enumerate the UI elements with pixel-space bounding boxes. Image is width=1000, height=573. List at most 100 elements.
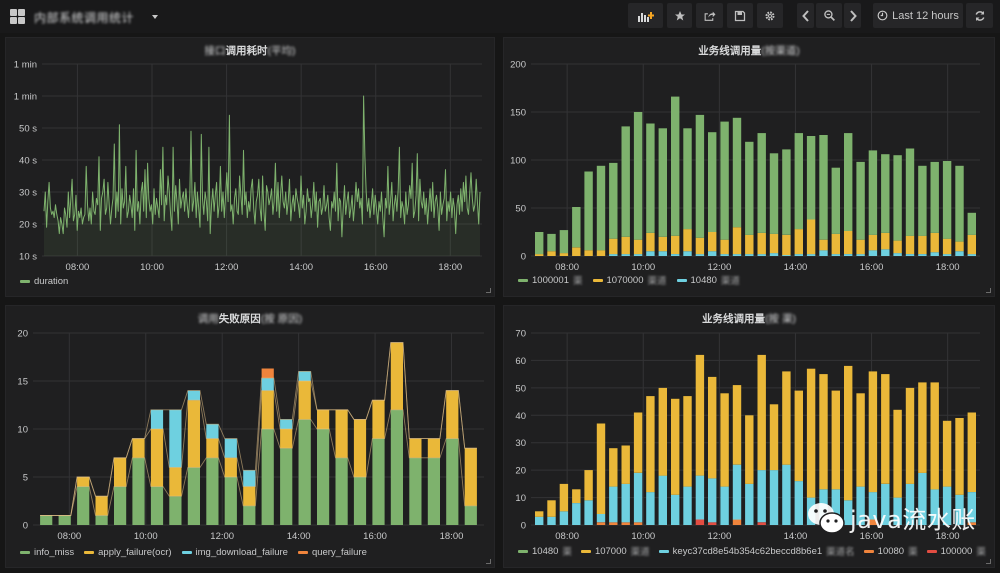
time-back-button[interactable] [797, 3, 814, 28]
legend-swatch [20, 280, 30, 283]
x-tick-label: 14:00 [287, 531, 311, 542]
bar-segment [150, 409, 164, 429]
bar-segment [905, 235, 915, 254]
legend-item-10480[interactable]: 10480 渠道 [676, 273, 740, 287]
bar-segment [782, 234, 791, 256]
bar-segment [633, 412, 643, 473]
legend-item-10080[interactable]: 10080 渠 [863, 544, 918, 558]
bar-segment [114, 457, 127, 487]
legend-item-query-failure[interactable]: query_failure [297, 547, 367, 558]
legend-item-info-miss[interactable]: info_miss [20, 547, 74, 558]
bar-segment [535, 516, 544, 525]
refresh-button[interactable] [966, 3, 993, 28]
bar-segment [806, 254, 816, 256]
panel-title[interactable]: 业务线调用量(按渠道) [504, 43, 994, 58]
legend-item-10480[interactable]: 10480 渠 [518, 544, 572, 558]
bar-segment [856, 393, 865, 487]
bar-segment [942, 486, 952, 525]
bar-segment [609, 254, 618, 256]
panel-title[interactable]: 业务线调用量(按 渠) [504, 311, 994, 326]
dashboard-grid-icon[interactable] [10, 9, 26, 25]
settings-button[interactable] [757, 3, 783, 28]
share-button[interactable] [696, 3, 723, 28]
panel-title[interactable]: 接口调用耗时(平均) [6, 43, 494, 58]
bar-segment [955, 165, 964, 242]
bar-segment [646, 492, 655, 525]
legend-item-100000[interactable]: 100000 渠 [926, 544, 986, 558]
panel-resize-handle[interactable] [986, 559, 991, 564]
x-tick-label: 16:00 [364, 262, 388, 273]
dashboard-title[interactable]: 内部系统调用统计 [34, 9, 134, 26]
time-range-picker[interactable]: Last 12 hours [873, 3, 963, 28]
bar-segment [584, 470, 593, 501]
watermark: java流水账 [806, 500, 976, 535]
bar-segment [732, 464, 742, 520]
bar-segment [353, 477, 367, 525]
star-button[interactable] [667, 3, 692, 28]
legend-item-duration[interactable]: duration [20, 276, 68, 287]
bar-segment [806, 136, 816, 220]
bar-segment [40, 515, 53, 525]
legend-swatch [926, 549, 937, 553]
y-tick-label: 30 [515, 438, 526, 449]
legend-item-1000001[interactable]: 1000001 渠 [518, 273, 583, 287]
bar-segment [559, 253, 569, 256]
legend-item-apply-failure[interactable]: apply_failure(ocr) [84, 547, 172, 558]
legend-label-suffix: 渠 [562, 547, 572, 558]
bar-segment [261, 378, 274, 391]
add-panel-icon [637, 11, 654, 22]
bar-segment [868, 250, 878, 256]
bar-segment [335, 409, 348, 458]
bar-segment [633, 254, 643, 256]
panel-title[interactable]: 调用失败原因(按 原因) [6, 311, 494, 326]
bar-segment [893, 240, 902, 254]
bar-segment [187, 467, 200, 525]
time-forward-button[interactable] [844, 3, 861, 28]
bar-segment [708, 522, 717, 525]
bar-segment [609, 486, 618, 523]
bar-segment [868, 519, 878, 525]
bar-segment [77, 477, 90, 487]
bar-segment [893, 409, 902, 498]
gear-icon [765, 11, 775, 20]
panel-title-prefix: 调用 [197, 313, 219, 325]
legend-item-107000[interactable]: 107000 渠道 [580, 544, 650, 558]
bar-segment [905, 483, 915, 525]
legend-label: 1000001 [532, 274, 569, 286]
add-panel-button[interactable] [628, 3, 663, 28]
bar-segment [708, 132, 717, 232]
panel-resize-handle[interactable] [986, 288, 991, 293]
legend-label: 107000 [594, 545, 627, 557]
y-tick-label: 0 [23, 521, 28, 532]
bar-segment [831, 390, 840, 490]
bar-segment [769, 470, 779, 525]
legend-swatch [658, 549, 669, 553]
bar-segment [114, 486, 127, 525]
bar-segment [261, 429, 274, 525]
dashboard-dropdown-caret-icon[interactable] [152, 15, 158, 19]
bar-segment [58, 515, 71, 525]
save-button[interactable] [727, 3, 753, 28]
legend-item-1070000[interactable]: 1070000 渠道 [592, 273, 667, 287]
bar-segment [633, 239, 643, 255]
bar-segment [930, 382, 939, 490]
bar-segment [317, 429, 330, 525]
bar-segment [881, 249, 890, 256]
x-tick-label: 10:00 [140, 262, 164, 273]
star-icon [674, 10, 685, 20]
x-tick-label: 10:00 [631, 262, 655, 273]
legend-swatch [518, 549, 528, 553]
bar-segment [621, 445, 630, 484]
zoom-out-button[interactable] [816, 3, 842, 28]
panel-resize-handle[interactable] [486, 559, 491, 564]
panel-resize-handle[interactable] [486, 288, 491, 293]
x-tick-label: 12:00 [215, 262, 239, 273]
bar-segment [967, 212, 976, 235]
panel-title-suffix: (按 渠) [765, 313, 796, 325]
legend-item-img-download-failure[interactable]: img_download_failure [181, 547, 288, 558]
legend-item-keyc[interactable]: keyc37cd8e54b354c62beccd8b6e1 渠道名 [658, 544, 855, 558]
panel-title-main: 业务线调用量 [702, 313, 766, 325]
bar-segment [856, 161, 865, 240]
bar-segment [621, 236, 630, 255]
duration-line-chart: 1 min 1 min 50 s 40 s 30 s 20 s 10 s 08:00 10:00… [14, 60, 482, 273]
